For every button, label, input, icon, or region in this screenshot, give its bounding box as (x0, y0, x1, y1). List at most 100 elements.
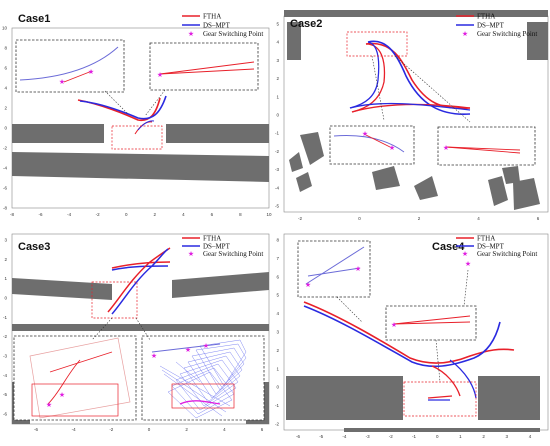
y-tick-label: -2 (275, 422, 279, 427)
case4-dsmpt-path (449, 359, 477, 399)
case1-highlight-box (111, 125, 163, 150)
case2-inset-ftha (363, 133, 393, 149)
case1-inset-right (149, 42, 259, 91)
case2-inset-gear-marker: ★ (389, 144, 395, 152)
case3-obstacle (172, 272, 269, 298)
case2-obstacle (300, 132, 324, 165)
case4-inset-gear-marker: ★ (305, 281, 311, 289)
case1-dsmpt-path (79, 95, 167, 120)
y-tick-label: 0 (4, 126, 7, 131)
case2-obstacle (513, 178, 540, 210)
case3-highlight-box (91, 281, 138, 319)
y-tick-label: 5 (276, 293, 279, 298)
panel-case4: ★ ★ ★ ★ Case4 FTHA DS–MPT ★ Gear Switchi… (275, 233, 549, 439)
y-tick-label: -1 (3, 315, 7, 320)
case2-dsmpt-path (367, 40, 471, 115)
y-tick-label: 2 (276, 348, 279, 353)
x-tick-label: 0 (125, 212, 128, 217)
case4-inset-dsmpt (307, 267, 361, 277)
case2-inset-left (329, 125, 415, 165)
y-tick-label: 6 (4, 66, 7, 71)
case3-obstacle (12, 278, 112, 300)
legend-ftha-label: FTHA (477, 235, 495, 243)
case3-inset-dsmpt (151, 343, 221, 353)
y-tick-label: -4 (275, 185, 279, 190)
y-tick-label: 2 (4, 257, 7, 262)
case3-dsmpt-path (111, 248, 169, 315)
legend-dsmpt-label: DS–MPT (203, 22, 231, 30)
case3-ftha-path (111, 261, 171, 269)
case3-legend: FTHA DS–MPT ★ Gear Switching Point (182, 235, 263, 258)
y-tick-label: -5 (3, 392, 7, 397)
y-tick-label: 2 (4, 106, 7, 111)
case3-obstacle (12, 324, 269, 331)
case2-inset-gear-marker: ★ (362, 130, 368, 138)
y-tick-label: 0 (276, 385, 279, 390)
panel-case1: ★ ★ ★ Case1 FTHA DS–MPT ★ Gear Switching… (2, 13, 272, 218)
x-tick-label: 6 (261, 427, 264, 432)
y-tick-label: -1 (275, 131, 279, 136)
case3-inset-right (141, 335, 265, 421)
y-tick-label: 3 (4, 238, 7, 243)
y-tick-label: 0 (276, 113, 279, 118)
case1-inset-gear-marker: ★ (88, 68, 94, 76)
case3-inset-gear-marker: ★ (59, 391, 65, 399)
y-tick-label: -4 (3, 373, 7, 378)
case2-highlight-box (346, 31, 408, 57)
legend-gear-marker: ★ (462, 30, 468, 38)
legend-ftha-label: FTHA (203, 13, 221, 21)
x-tick-label: -6 (34, 427, 38, 432)
panel-case2: ★ ★ ★ Case2 FTHA DS–MPT ★ Gear Switching… (275, 10, 549, 221)
case2-inset-ftha (445, 146, 521, 151)
y-tick-label: 4 (276, 40, 279, 45)
case2-obstacle (372, 166, 400, 190)
case3-inset-vehicle-footprint (29, 337, 131, 419)
legend-gear-label: Gear Switching Point (203, 30, 263, 38)
y-tick-label: 4 (4, 86, 7, 91)
case1-connector (104, 90, 129, 115)
legend-ftha-label: FTHA (203, 235, 221, 243)
case2-inset-ftha (445, 146, 521, 154)
x-tick-label: 4 (477, 216, 480, 221)
case1-dsmpt-path (137, 120, 155, 131)
legend-dsmpt-label: DS–MPT (477, 22, 505, 30)
case4-inset-ftha (393, 321, 471, 325)
case1-inset-gear-marker: ★ (59, 78, 65, 86)
case1-obstacle (166, 124, 269, 143)
case2-connector (371, 55, 385, 121)
y-tick-label: -2 (3, 334, 7, 339)
y-tick-label: 3 (276, 58, 279, 63)
x-tick-label: 2 (482, 434, 485, 439)
y-tick-label: 8 (4, 46, 7, 51)
y-tick-label: -2 (3, 146, 7, 151)
case4-inset-dsmpt (305, 246, 365, 285)
case4-inset-ftha (393, 315, 471, 325)
case4-obstacle (478, 376, 540, 420)
case4-obstacle (286, 376, 403, 420)
x-tick-label: -8 (10, 212, 14, 217)
x-tick-label: -2 (96, 212, 100, 217)
case1-inset-ftha (159, 68, 255, 75)
panel-case3: ★ ★ ★ ★ ★ Case3 FTHA (3, 233, 270, 432)
case2-obstacle (289, 152, 303, 172)
case4-connector (463, 269, 469, 307)
y-tick-label: 1 (276, 94, 279, 99)
case3-inset-ftha (47, 359, 81, 405)
x-tick-label: 0 (436, 434, 439, 439)
y-tick-label: 0 (4, 296, 7, 301)
y-tick-label: 7 (276, 256, 279, 261)
case4-ftha-path (303, 301, 515, 364)
x-tick-label: -4 (342, 434, 346, 439)
case3-connector (91, 317, 113, 341)
case3-connector (135, 317, 151, 341)
x-tick-label: 1 (459, 434, 462, 439)
legend-gear-marker: ★ (462, 250, 468, 258)
case2-title: Case2 (290, 18, 322, 30)
case1-inset-ftha (63, 70, 93, 83)
x-tick-label: -6 (296, 434, 300, 439)
legend-gear-label: Gear Switching Point (477, 250, 537, 258)
case1-inset-dsmpt (19, 46, 119, 81)
case2-legend: FTHA DS–MPT ★ Gear Switching Point (456, 13, 537, 38)
case2-ftha-path (351, 43, 386, 113)
x-tick-label: 4 (223, 427, 226, 432)
